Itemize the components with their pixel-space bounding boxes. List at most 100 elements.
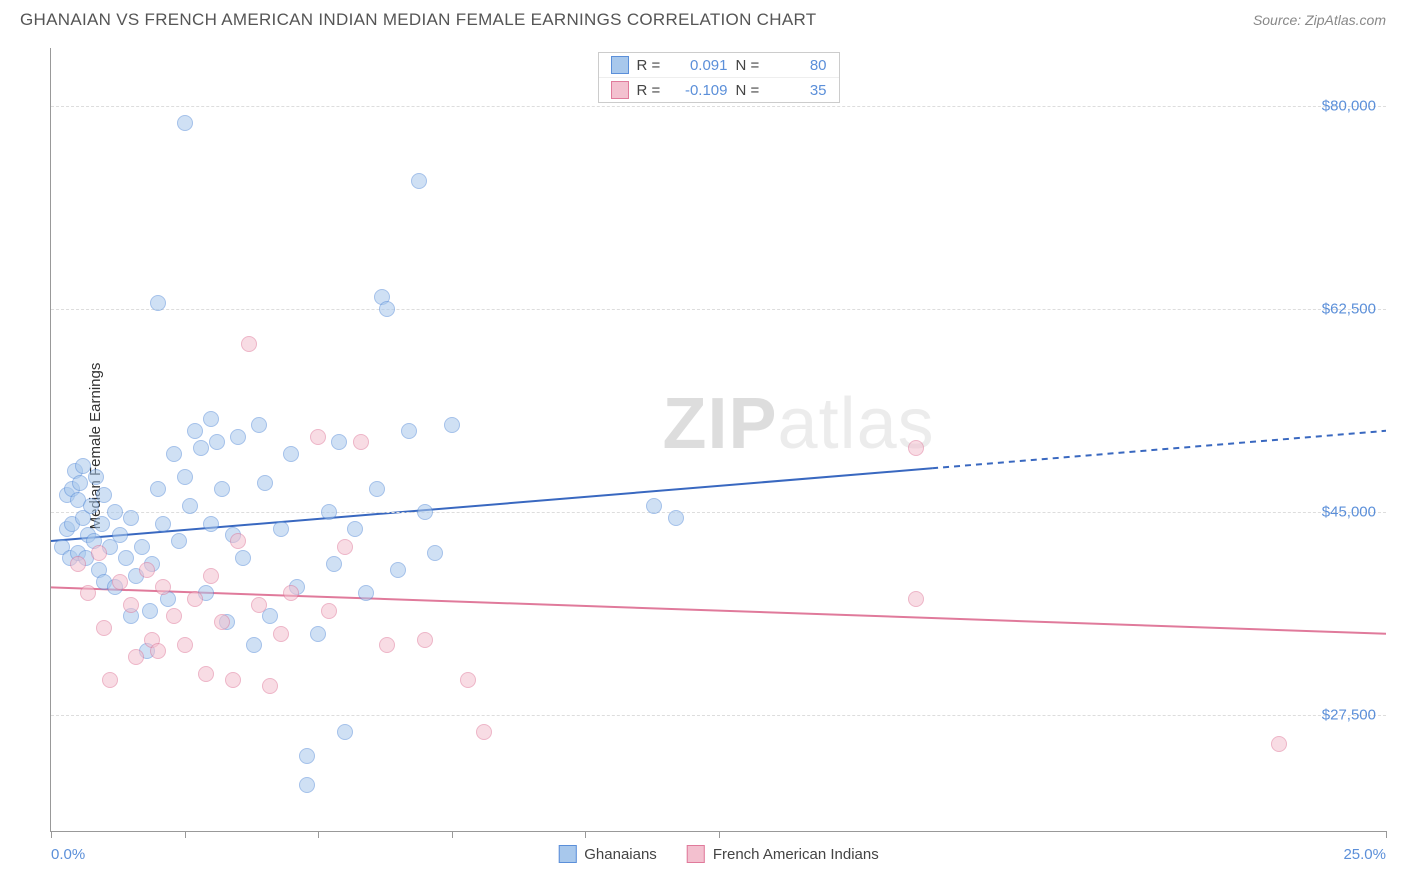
data-point — [80, 585, 96, 601]
data-point — [273, 626, 289, 642]
gridline — [51, 309, 1386, 310]
data-point — [177, 115, 193, 131]
data-point — [283, 585, 299, 601]
data-point — [187, 423, 203, 439]
data-point — [96, 487, 112, 503]
data-point — [166, 446, 182, 462]
swatch-series-2-b — [687, 845, 705, 863]
data-point — [91, 545, 107, 561]
data-point — [283, 446, 299, 462]
legend-item-series-2: French American Indians — [687, 845, 879, 863]
data-point — [209, 434, 225, 450]
scatter-chart: ZIPatlas R = 0.091 N = 80 R = -0.109 N =… — [50, 48, 1386, 832]
data-point — [155, 516, 171, 532]
data-point — [214, 481, 230, 497]
data-point — [908, 591, 924, 607]
y-tick-label: $27,500 — [1322, 707, 1376, 724]
data-point — [427, 545, 443, 561]
n-value-1: 80 — [772, 57, 827, 74]
data-point — [257, 475, 273, 491]
data-point — [235, 550, 251, 566]
data-point — [187, 591, 203, 607]
data-point — [123, 597, 139, 613]
data-point — [1271, 736, 1287, 752]
data-point — [139, 562, 155, 578]
data-point — [251, 417, 267, 433]
data-point — [337, 724, 353, 740]
swatch-series-2 — [611, 81, 629, 99]
data-point — [88, 469, 104, 485]
data-point — [390, 562, 406, 578]
r-value-1: 0.091 — [673, 57, 728, 74]
data-point — [70, 556, 86, 572]
data-point — [331, 434, 347, 450]
trendlines-layer — [51, 48, 1386, 831]
data-point — [177, 469, 193, 485]
data-point — [225, 672, 241, 688]
data-point — [112, 574, 128, 590]
data-point — [369, 481, 385, 497]
series-legend: Ghanaians French American Indians — [558, 845, 878, 863]
data-point — [444, 417, 460, 433]
x-tick — [185, 831, 186, 838]
data-point — [310, 626, 326, 642]
data-point — [347, 521, 363, 537]
x-tick — [1386, 831, 1387, 838]
data-point — [646, 498, 662, 514]
data-point — [107, 504, 123, 520]
y-tick-label: $62,500 — [1322, 301, 1376, 318]
data-point — [321, 603, 337, 619]
y-tick-label: $80,000 — [1322, 98, 1376, 115]
x-axis-min-label: 0.0% — [51, 846, 85, 863]
data-point — [417, 632, 433, 648]
data-point — [908, 440, 924, 456]
gridline — [51, 106, 1386, 107]
correlation-legend: R = 0.091 N = 80 R = -0.109 N = 35 — [598, 52, 840, 103]
data-point — [241, 336, 257, 352]
data-point — [358, 585, 374, 601]
legend-label-2: French American Indians — [713, 846, 879, 863]
data-point — [94, 516, 110, 532]
data-point — [476, 724, 492, 740]
data-point — [171, 533, 187, 549]
data-point — [134, 539, 150, 555]
x-tick — [318, 831, 319, 838]
x-tick — [452, 831, 453, 838]
data-point — [96, 620, 112, 636]
data-point — [112, 527, 128, 543]
legend-label-1: Ghanaians — [584, 846, 657, 863]
data-point — [401, 423, 417, 439]
n-label-2: N = — [736, 82, 764, 99]
data-point — [460, 672, 476, 688]
legend-row-series-2: R = -0.109 N = 35 — [599, 77, 839, 102]
legend-item-series-1: Ghanaians — [558, 845, 657, 863]
data-point — [203, 411, 219, 427]
data-point — [262, 678, 278, 694]
swatch-series-1 — [611, 56, 629, 74]
data-point — [198, 666, 214, 682]
data-point — [72, 475, 88, 491]
data-point — [337, 539, 353, 555]
gridline — [51, 512, 1386, 513]
swatch-series-1-b — [558, 845, 576, 863]
data-point — [177, 637, 193, 653]
r-label-2: R = — [637, 82, 665, 99]
data-point — [417, 504, 433, 520]
data-point — [150, 295, 166, 311]
data-point — [321, 504, 337, 520]
data-point — [326, 556, 342, 572]
data-point — [214, 614, 230, 630]
x-tick — [585, 831, 586, 838]
data-point — [379, 301, 395, 317]
data-point — [83, 498, 99, 514]
data-point — [251, 597, 267, 613]
source-attribution: Source: ZipAtlas.com — [1253, 12, 1386, 28]
x-tick — [719, 831, 720, 838]
data-point — [246, 637, 262, 653]
data-point — [230, 533, 246, 549]
data-point — [182, 498, 198, 514]
data-point — [142, 603, 158, 619]
r-value-2: -0.109 — [673, 82, 728, 99]
data-point — [150, 481, 166, 497]
data-point — [668, 510, 684, 526]
